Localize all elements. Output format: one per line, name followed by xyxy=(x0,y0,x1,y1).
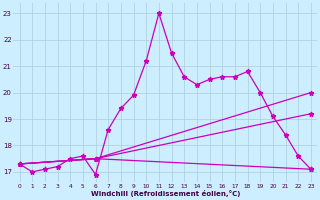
X-axis label: Windchill (Refroidissement éolien,°C): Windchill (Refroidissement éolien,°C) xyxy=(91,190,240,197)
